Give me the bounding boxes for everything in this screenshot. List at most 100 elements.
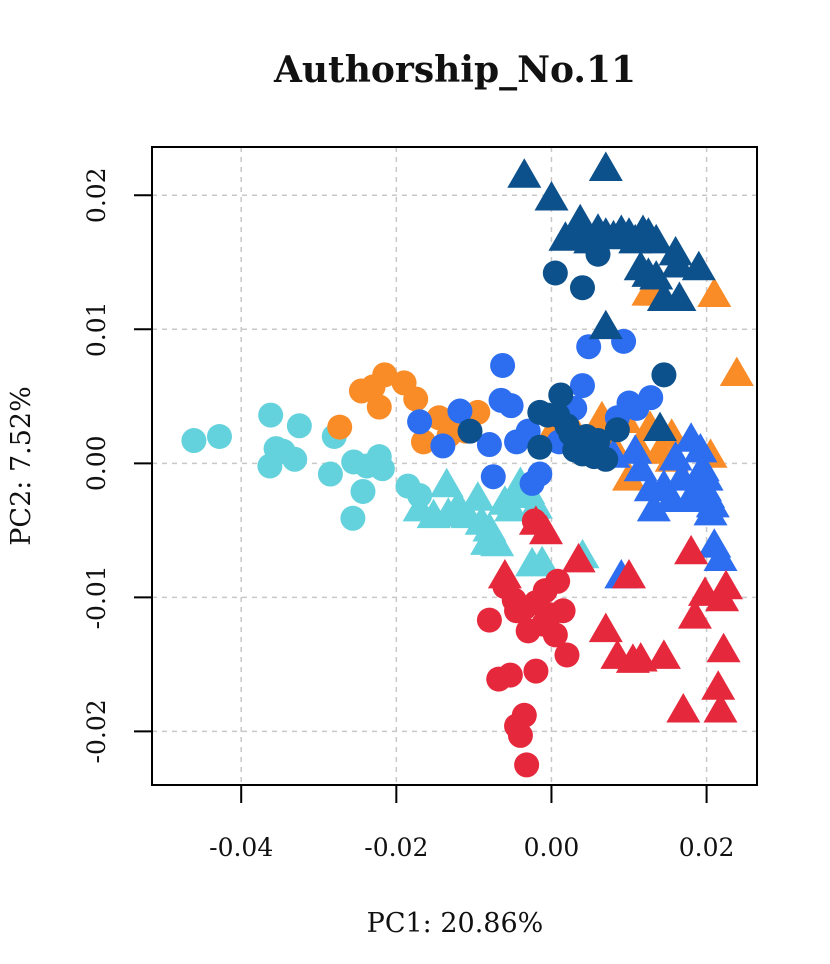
data-point-triangle — [695, 488, 730, 518]
data-point-triangle — [487, 559, 522, 589]
data-point-triangle — [460, 481, 495, 511]
data-point-circle — [576, 334, 602, 360]
x-tick-label: 0.00 — [524, 833, 580, 862]
plot-frame — [151, 146, 758, 786]
data-point-triangle — [666, 693, 701, 723]
data-point-circle — [476, 607, 502, 633]
data-point-triangle — [639, 223, 674, 254]
data-point-circle — [430, 433, 456, 459]
data-point-triangle — [588, 309, 623, 340]
y-axis: -0.02 -0.01 0.00 0.01 0.02 — [82, 167, 152, 763]
data-point-circle — [369, 456, 395, 482]
data-point-triangle — [660, 248, 695, 278]
data-point-triangle — [706, 632, 741, 663]
data-point-circle — [569, 373, 595, 399]
data-point-triangle — [701, 670, 736, 700]
data-point-circle — [593, 446, 619, 472]
chart-title: Authorship_No.11 — [273, 49, 636, 91]
data-point-circle — [527, 434, 553, 460]
data-point-circle — [282, 446, 308, 472]
y-tick-label: 0.02 — [82, 167, 111, 223]
data-point-circle — [286, 413, 312, 439]
data-point-triangle — [677, 599, 712, 629]
data-point-circle — [360, 374, 386, 400]
data-point-circle — [490, 352, 516, 378]
data-point-circle — [407, 409, 433, 435]
data-point-triangle — [618, 434, 653, 464]
data-point-circle — [403, 386, 429, 412]
data-point-triangle — [643, 411, 677, 441]
data-point-triangle — [429, 467, 464, 498]
data-point-circle — [465, 399, 491, 425]
data-point-triangle — [664, 461, 699, 491]
data-point-triangle — [623, 642, 658, 672]
x-tick-label: -0.02 — [364, 833, 428, 862]
data-point-triangle — [658, 236, 693, 266]
data-point-triangle — [674, 534, 709, 565]
data-point-triangle — [588, 151, 623, 181]
y-tick-label: -0.02 — [82, 699, 111, 763]
data-point-circle — [457, 418, 483, 444]
y-tick-label: 0.01 — [82, 301, 111, 357]
data-point-triangle — [662, 281, 697, 311]
y-axis-label: PC2: 7.52% — [6, 386, 37, 545]
data-point-circle — [542, 622, 568, 648]
data-point-circle — [350, 478, 376, 504]
data-point-circle — [206, 424, 232, 450]
data-point-circle — [498, 393, 524, 419]
data-point-circle — [366, 394, 392, 420]
data-point-triangle — [681, 250, 716, 281]
data-point-circle — [340, 505, 366, 531]
data-point-circle — [447, 398, 473, 424]
data-point-circle — [542, 260, 568, 286]
data-point-triangle — [636, 492, 671, 522]
data-point-triangle — [588, 612, 623, 643]
data-point-circle — [507, 722, 533, 748]
data-point-circle — [410, 429, 436, 455]
data-point-circle — [554, 642, 580, 668]
data-point-triangle — [525, 545, 560, 575]
data-point-triangle — [658, 441, 693, 471]
data-point-circle — [514, 752, 540, 778]
x-axis-label: PC1: 20.86% — [367, 908, 544, 939]
data-point-triangle — [623, 451, 658, 482]
data-point-circle — [550, 598, 576, 624]
y-tick-label: 0.00 — [82, 435, 111, 491]
data-point-circle — [604, 417, 630, 443]
data-point-triangle — [683, 433, 718, 463]
data-point-circle — [257, 453, 283, 479]
data-point-triangle — [709, 569, 743, 600]
data-point-circle — [638, 385, 664, 411]
data-point-triangle — [703, 693, 738, 723]
data-point-circle — [327, 414, 353, 440]
data-points — [181, 151, 754, 778]
y-tick-label: -0.01 — [82, 565, 111, 629]
x-axis: -0.04 -0.02 0.00 0.02 — [209, 785, 734, 862]
data-point-circle — [497, 662, 523, 688]
data-point-triangle — [697, 277, 732, 307]
data-point-triangle — [507, 158, 542, 188]
data-point-circle — [476, 432, 502, 458]
data-point-circle — [181, 428, 207, 454]
data-point-triangle — [719, 356, 754, 386]
data-point-triangle — [646, 639, 681, 669]
grid-lines — [152, 147, 757, 785]
data-point-triangle — [703, 541, 738, 571]
data-point-circle — [548, 382, 574, 408]
data-point-circle — [258, 402, 284, 428]
data-point-triangle — [470, 525, 505, 555]
data-point-circle — [480, 464, 506, 490]
data-point-circle — [651, 362, 677, 388]
data-point-triangle — [529, 514, 563, 545]
data-point-circle — [569, 441, 595, 467]
data-point-circle — [523, 658, 549, 684]
x-tick-label: 0.02 — [679, 833, 735, 862]
data-point-triangle — [639, 260, 674, 290]
data-point-triangle — [612, 559, 646, 589]
data-point-circle — [532, 578, 558, 604]
data-point-circle — [317, 461, 343, 487]
data-point-circle — [569, 275, 595, 301]
data-point-triangle — [685, 451, 720, 482]
data-point-triangle — [561, 542, 596, 573]
